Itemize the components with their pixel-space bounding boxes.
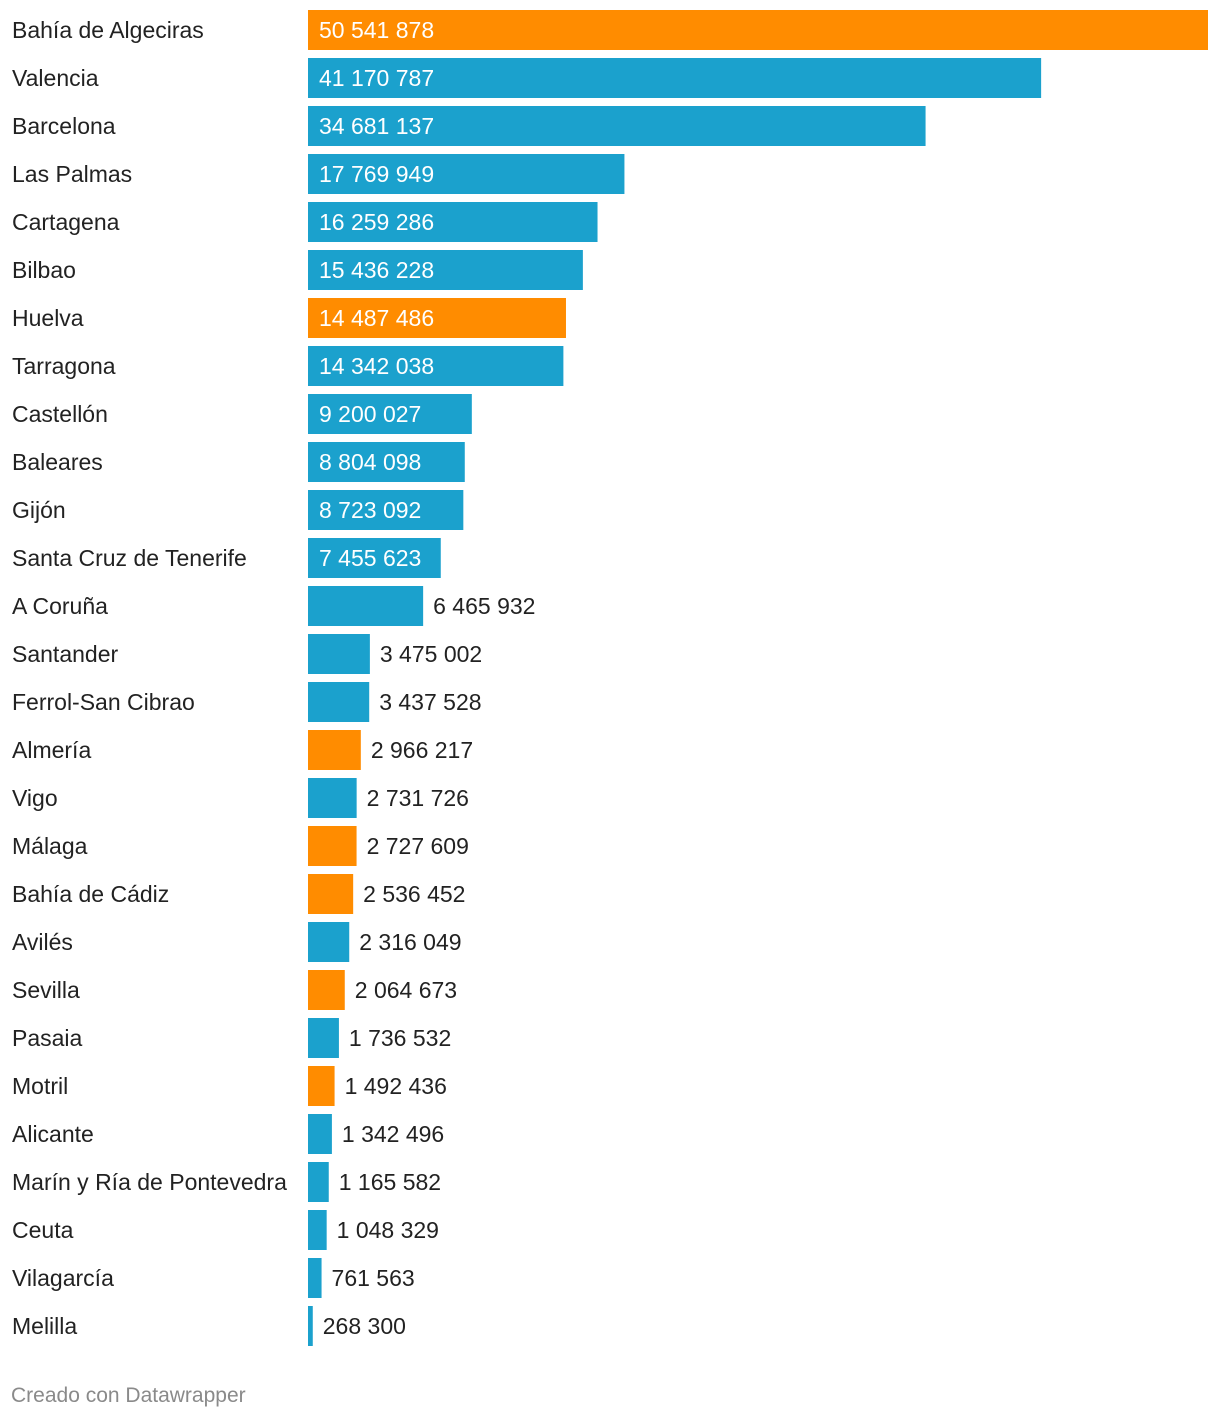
bar <box>308 826 357 866</box>
value-label: 2 536 452 <box>363 881 465 907</box>
category-label: Ferrol-San Cibrao <box>12 689 195 715</box>
bar <box>308 154 625 194</box>
bar <box>308 538 441 578</box>
credit-text: Creado con Datawrapper <box>11 1384 246 1407</box>
category-label: Motril <box>12 1073 68 1099</box>
value-label: 2 316 049 <box>359 929 461 955</box>
category-labels: Bahía de Algeciras Valencia Barcelona Las P… <box>12 17 287 1339</box>
value-label: 9 200 027 <box>319 401 421 427</box>
category-label: Baleares <box>12 449 103 475</box>
category-label: Gijón <box>12 497 66 523</box>
category-label: Huelva <box>12 305 84 331</box>
value-label: 6 465 932 <box>433 593 535 619</box>
value-label: 3 475 002 <box>380 641 482 667</box>
bar <box>308 1066 335 1106</box>
value-label: 2 727 609 <box>367 833 469 859</box>
bar <box>308 346 564 386</box>
category-label: Santa Cruz de Tenerife <box>12 545 247 571</box>
bar <box>308 298 566 338</box>
bar <box>308 682 370 722</box>
bar <box>308 778 357 818</box>
value-label: 8 804 098 <box>319 449 421 475</box>
category-label: Sevilla <box>12 977 80 1003</box>
bar <box>308 202 598 242</box>
bar <box>308 490 464 530</box>
value-label: 34 681 137 <box>319 113 434 139</box>
category-label: Melilla <box>12 1313 77 1339</box>
bar <box>308 730 361 770</box>
value-label: 1 048 329 <box>337 1217 439 1243</box>
bar <box>308 106 926 146</box>
value-labels: 50 541 878 41 170 787 34 681 137 17 769 949… <box>319 17 535 1339</box>
bar <box>308 874 354 914</box>
value-label: 15 436 228 <box>319 257 434 283</box>
value-label: 16 259 286 <box>319 209 434 235</box>
category-label: Vilagarcía <box>12 1265 114 1291</box>
value-label: 1 165 582 <box>339 1169 441 1195</box>
bars <box>308 10 1208 1346</box>
category-label: Barcelona <box>12 113 116 139</box>
bar <box>308 1114 332 1154</box>
value-label: 2 064 673 <box>355 977 457 1003</box>
bar <box>308 1210 327 1250</box>
category-label: Vigo <box>12 785 58 811</box>
category-label: Tarragona <box>12 353 116 379</box>
category-label: Bahía de Algeciras <box>12 17 204 43</box>
category-label: Bilbao <box>12 257 76 283</box>
bar <box>308 10 1208 50</box>
category-label: Valencia <box>12 65 99 91</box>
bar <box>308 586 424 626</box>
category-label: Castellón <box>12 401 108 427</box>
bar <box>308 1162 329 1202</box>
bar <box>308 970 345 1010</box>
bar <box>308 394 472 434</box>
value-label: 8 723 092 <box>319 497 421 523</box>
bar <box>308 442 465 482</box>
value-label: 2 731 726 <box>367 785 469 811</box>
category-label: Marín y Ría de Pontevedra <box>12 1169 287 1195</box>
value-label: 41 170 787 <box>319 65 434 91</box>
category-label: Cartagena <box>12 209 120 235</box>
bar-chart: Bahía de Algeciras Valencia Barcelona Las P… <box>12 10 1208 1346</box>
category-label: Avilés <box>12 929 73 955</box>
value-label: 761 563 <box>332 1265 415 1291</box>
category-label: Bahía de Cádiz <box>12 881 169 907</box>
bar <box>308 922 350 962</box>
value-label: 50 541 878 <box>319 17 434 43</box>
bar <box>308 58 1042 98</box>
value-label: 2 966 217 <box>371 737 473 763</box>
category-label: Almería <box>12 737 91 763</box>
bar <box>308 1306 313 1346</box>
category-label: Las Palmas <box>12 161 132 187</box>
category-label: Santander <box>12 641 118 667</box>
bar <box>308 634 370 674</box>
value-label: 1 492 436 <box>345 1073 447 1099</box>
bar <box>308 250 583 290</box>
value-label: 1 342 496 <box>342 1121 444 1147</box>
value-label: 14 342 038 <box>319 353 434 379</box>
category-label: Pasaia <box>12 1025 83 1051</box>
value-label: 1 736 532 <box>349 1025 451 1051</box>
value-label: 17 769 949 <box>319 161 434 187</box>
category-label: Málaga <box>12 833 88 859</box>
bar <box>308 1258 322 1298</box>
category-label: Alicante <box>12 1121 94 1147</box>
value-label: 268 300 <box>323 1313 406 1339</box>
value-label: 14 487 486 <box>319 305 434 331</box>
category-label: Ceuta <box>12 1217 74 1243</box>
bar <box>308 1018 339 1058</box>
category-label: A Coruña <box>12 593 108 619</box>
value-label: 7 455 623 <box>319 545 421 571</box>
value-label: 3 437 528 <box>379 689 481 715</box>
